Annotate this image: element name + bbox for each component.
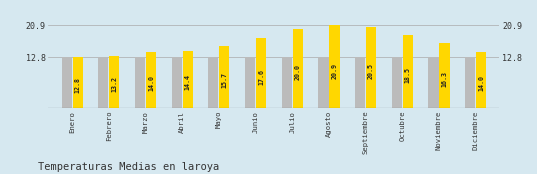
Bar (171, 57, 182, 108)
Bar (183, 51, 193, 108)
Bar (219, 46, 229, 108)
Bar (429, 57, 439, 108)
Text: 15.7: 15.7 (221, 72, 227, 88)
Bar (476, 53, 486, 108)
Bar (366, 27, 376, 108)
Bar (329, 25, 339, 108)
Text: 20.0: 20.0 (295, 64, 301, 80)
Text: 14.4: 14.4 (185, 74, 191, 90)
Text: 18.5: 18.5 (405, 67, 411, 83)
Bar (135, 57, 145, 108)
Bar (439, 43, 449, 108)
Text: 16.3: 16.3 (441, 71, 447, 87)
Text: 20.9: 20.9 (331, 63, 337, 79)
Bar (391, 57, 402, 108)
Bar (146, 53, 156, 108)
Bar (403, 35, 413, 108)
Bar (245, 57, 255, 108)
Text: 17.6: 17.6 (258, 69, 264, 85)
Bar (355, 57, 365, 108)
Text: 13.2: 13.2 (111, 76, 118, 92)
Bar (256, 38, 266, 108)
Bar (318, 57, 329, 108)
Text: 14.0: 14.0 (148, 75, 154, 91)
Bar (72, 57, 83, 108)
Bar (281, 57, 292, 108)
Text: 14.0: 14.0 (478, 75, 484, 91)
Bar (208, 57, 219, 108)
Bar (293, 29, 303, 108)
Bar (465, 57, 475, 108)
Bar (62, 57, 72, 108)
Text: Temperaturas Medias en laroya: Temperaturas Medias en laroya (38, 162, 219, 172)
Bar (98, 57, 108, 108)
Text: 20.5: 20.5 (368, 63, 374, 79)
Bar (109, 56, 119, 108)
Text: 12.8: 12.8 (75, 77, 81, 93)
